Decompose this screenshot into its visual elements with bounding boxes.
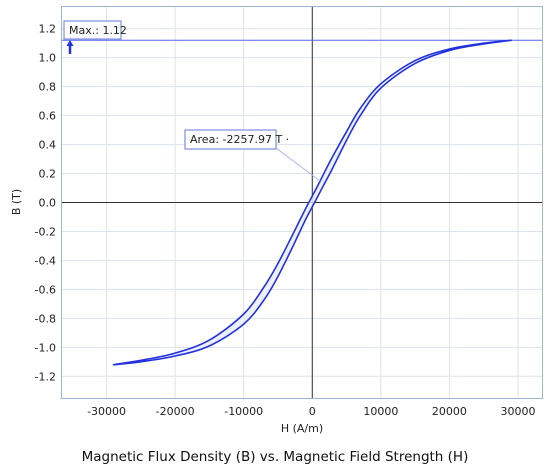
x-tick-label: -20000 bbox=[156, 405, 195, 418]
y-tick-label: -1.2 bbox=[35, 370, 56, 383]
y-tick-label: -0.6 bbox=[35, 283, 56, 296]
y-tick-label: -1.0 bbox=[35, 341, 56, 354]
area-label-box[interactable] bbox=[184, 129, 277, 150]
x-tick-label: 20000 bbox=[432, 405, 467, 418]
y-tick-label: 0.6 bbox=[39, 110, 57, 123]
series-group bbox=[112, 39, 512, 366]
x-tick-label: -30000 bbox=[87, 405, 126, 418]
hysteresis-loop-fill bbox=[113, 40, 512, 365]
x-tick-label: -10000 bbox=[224, 405, 263, 418]
y-tick-labels: -1.2 -1.0 -0.8 -0.6 -0.4 -0.2 0.0 0.2 0.4 0.6 0.8 1… bbox=[35, 23, 56, 384]
area-leader-line bbox=[275, 147, 321, 182]
x-tick-label: 10000 bbox=[363, 405, 398, 418]
y-tick-label: 1.2 bbox=[39, 23, 57, 36]
y-tick-label: 1.0 bbox=[39, 52, 57, 65]
y-tick-label: 0.0 bbox=[39, 197, 57, 210]
chart-title: Magnetic Flux Density (B) vs. Magnetic F… bbox=[82, 449, 469, 465]
max-label: Max.: 1.12 bbox=[69, 24, 127, 37]
y-tick-label: 0.4 bbox=[39, 139, 57, 152]
y-tick-label: 0.8 bbox=[39, 81, 57, 94]
x-axis-label: H (A/m) bbox=[281, 422, 323, 435]
x-tick-label: 30000 bbox=[501, 405, 536, 418]
x-tick-label: 0 bbox=[309, 405, 316, 418]
y-tick-label: -0.4 bbox=[35, 254, 56, 267]
y-tick-label: -0.8 bbox=[35, 312, 56, 325]
max-arrowhead-icon bbox=[66, 40, 74, 46]
y-axis-label: B (T) bbox=[10, 189, 23, 215]
area-label: Area: -2257.97 T · bbox=[190, 133, 289, 146]
y-tick-label: 0.2 bbox=[39, 168, 57, 181]
annotation-group: Max.: 1.12 Area: -2257.97 T · bbox=[63, 20, 321, 182]
y-tick-label: -0.2 bbox=[35, 225, 56, 238]
hysteresis-loop-line[interactable] bbox=[112, 39, 512, 366]
max-label-box[interactable] bbox=[63, 20, 122, 40]
x-tick-labels: -30000 -20000 -10000 0 10000 20000 30000 bbox=[87, 405, 535, 418]
